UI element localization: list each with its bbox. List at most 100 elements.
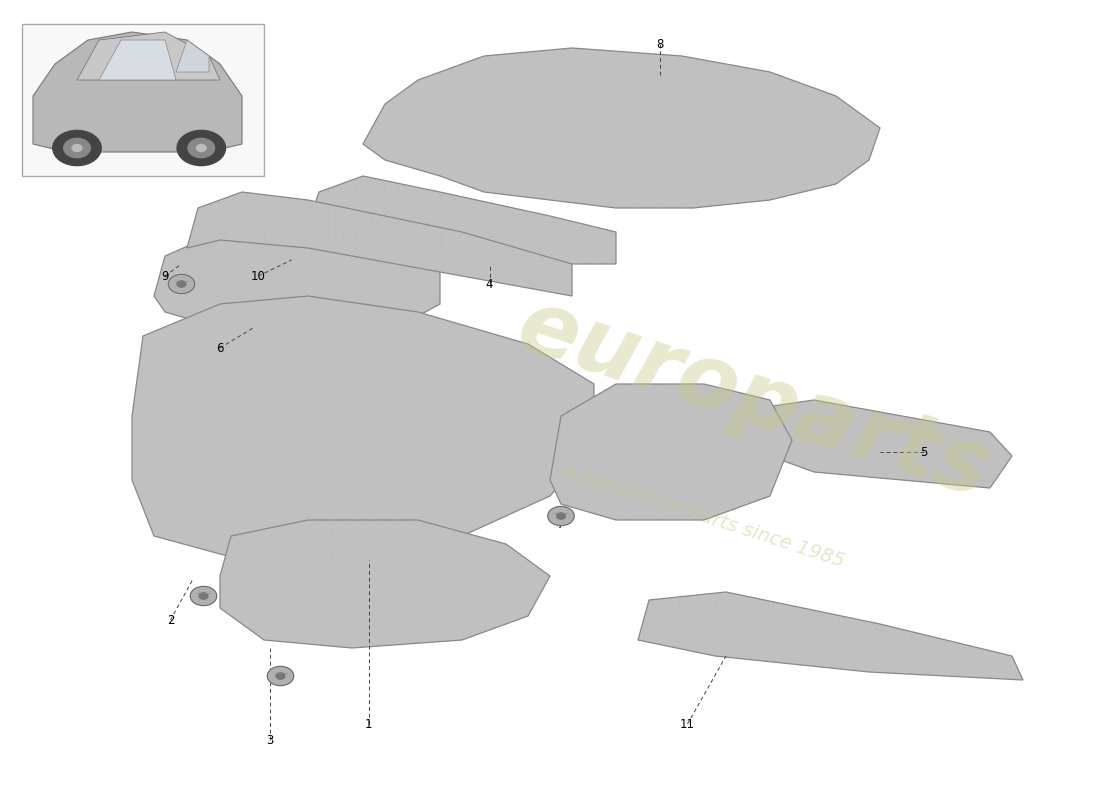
Point [429,330,447,343]
Point [415,226,432,239]
Point [429,366,447,379]
Point [573,246,591,258]
Point [974,443,991,456]
Point [706,616,724,629]
Text: 1: 1 [365,718,372,730]
Point [866,421,883,434]
Point [949,421,967,434]
Point [706,601,724,614]
Point [689,628,706,641]
Point [657,382,674,394]
Point [232,546,250,559]
Point [877,409,894,422]
Point [701,491,718,504]
Point [842,409,859,422]
Point [901,470,918,482]
Point [190,301,208,314]
Point [537,366,554,379]
Point [384,598,402,610]
Point [194,538,211,550]
Point [522,281,540,294]
Point [415,563,432,576]
Point [408,513,426,526]
Point [690,491,707,504]
Point [745,473,762,486]
Point [242,231,260,244]
Point [334,310,352,323]
Point [668,486,685,498]
Point [540,262,558,275]
Point [601,190,618,203]
Point [854,421,871,434]
Point [214,403,232,416]
Point [635,467,652,480]
Point [925,447,943,460]
Point [338,638,355,650]
Point [741,594,759,606]
Point [177,281,195,294]
Point [624,491,641,504]
Point [866,470,883,482]
Point [902,631,920,644]
Point [229,286,246,298]
Point [451,489,469,502]
Point [925,428,943,441]
Point [580,491,597,504]
Point [474,219,492,232]
Point [295,310,312,323]
Point [344,240,362,253]
Point [389,185,407,198]
Point [706,635,724,648]
Point [504,267,521,280]
Point [151,464,168,477]
Point [624,503,641,516]
Point [649,176,667,189]
Point [426,271,443,284]
Point [830,616,848,629]
Point [343,342,361,355]
Point [706,594,724,606]
Point [602,424,619,437]
Point [697,169,715,182]
Point [475,592,493,605]
Point [404,242,421,255]
Point [399,291,417,304]
Point [129,403,146,416]
Point [817,451,835,464]
Point [172,342,189,355]
Point [503,223,520,236]
Point [866,413,883,426]
Point [955,639,972,652]
Point [652,598,670,610]
Point [397,222,415,234]
Point [217,266,234,279]
Point [569,461,586,474]
Point [282,291,299,304]
Point [602,486,619,498]
Point [399,546,417,559]
Point [569,479,586,492]
Point [322,489,340,502]
Point [399,574,417,587]
Point [277,632,295,645]
Point [474,227,492,240]
Point [528,67,546,80]
Point [348,197,365,210]
Point [657,388,674,401]
Point [889,421,906,434]
Point [386,440,404,453]
Point [333,185,351,198]
Point [236,306,254,318]
Point [488,215,506,228]
Point [670,609,688,622]
Point [547,461,564,474]
Point [255,310,273,323]
Point [399,256,417,269]
Point [308,262,326,274]
Point [884,624,902,637]
Point [295,226,312,239]
Point [697,103,715,116]
Point [712,437,729,450]
Point [295,281,312,294]
Point [546,242,563,255]
